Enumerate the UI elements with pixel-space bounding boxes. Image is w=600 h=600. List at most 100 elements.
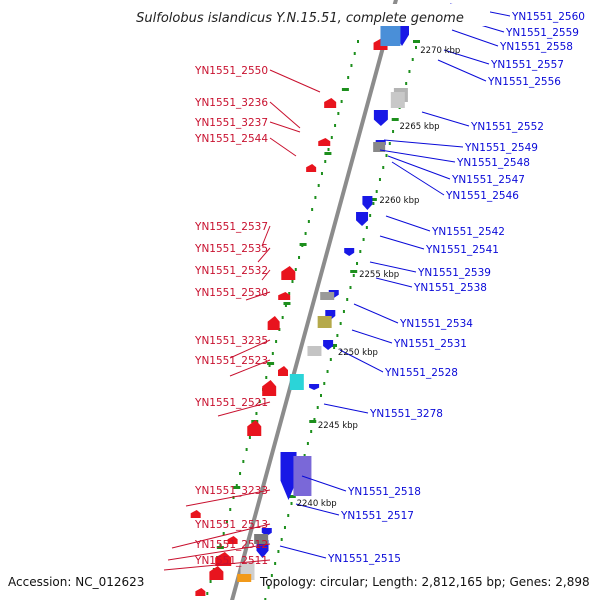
tick-dash bbox=[324, 152, 332, 155]
forward-gene-3 bbox=[306, 164, 317, 172]
tick-dot-right bbox=[313, 418, 316, 421]
leader-left bbox=[261, 269, 271, 281]
gene-label-right: YN1551_2534 bbox=[399, 318, 473, 330]
tick-dot-right bbox=[290, 502, 293, 505]
gene-label-left: YN1551_2511 bbox=[194, 555, 268, 567]
leader-right bbox=[379, 235, 425, 250]
leader-left bbox=[269, 101, 301, 129]
gene-label-right: YN1551_2546 bbox=[445, 190, 519, 202]
forward-gene-9 bbox=[247, 420, 262, 436]
tick-dot-left bbox=[350, 64, 353, 67]
tick-dot-left bbox=[275, 340, 278, 343]
leader-left bbox=[269, 69, 321, 93]
gene-label-right: YN1551_2558 bbox=[499, 41, 573, 53]
forward-gene-2 bbox=[318, 138, 331, 146]
tick-dot-right bbox=[415, 46, 417, 49]
gene-label-left: YN1551_2521 bbox=[194, 397, 268, 409]
forward-gene-11 bbox=[215, 552, 232, 566]
gene-label-right: YN1551_2557 bbox=[490, 59, 564, 71]
tick-dot-left bbox=[265, 376, 268, 379]
reverse-gene-3 bbox=[362, 196, 373, 210]
gene-label-left: YN1551_2544 bbox=[194, 133, 268, 145]
tick-dot-right bbox=[310, 430, 313, 433]
tick-dot-left bbox=[232, 496, 235, 499]
tick-dot-right bbox=[339, 322, 342, 325]
forward-gene-13 bbox=[195, 588, 206, 596]
gene-label-left: YN1551_2537 bbox=[194, 221, 268, 233]
tick-dot-left bbox=[206, 592, 209, 595]
kbp-label: 2250 kbp bbox=[338, 348, 378, 358]
tick-dot-right bbox=[346, 298, 349, 301]
leader-right bbox=[391, 161, 445, 196]
topology-text: Topology: circular; Length: 2,812,165 bp… bbox=[259, 575, 590, 589]
tick-dot-right bbox=[362, 238, 365, 241]
gene-label-right: YN1551_2542 bbox=[431, 226, 505, 238]
tick-dot-left bbox=[284, 304, 287, 307]
tick-dot-right bbox=[349, 286, 352, 289]
leader-right bbox=[353, 303, 399, 324]
tick-dot-left bbox=[317, 184, 320, 187]
tick-dot-left bbox=[229, 508, 232, 511]
tick-dot-right bbox=[365, 226, 368, 229]
gene-label-right: YN1551_2549 bbox=[464, 142, 538, 154]
forward-gene-5 bbox=[278, 292, 291, 300]
tick-dot-left bbox=[314, 196, 317, 199]
leader-left bbox=[163, 559, 271, 571]
leader-right bbox=[369, 261, 417, 273]
leader-right bbox=[383, 139, 464, 148]
leader-right bbox=[437, 59, 487, 82]
leader-left bbox=[167, 543, 271, 561]
tick-dot-left bbox=[245, 448, 248, 451]
tick-dot-right bbox=[392, 130, 395, 133]
other-feature-4 bbox=[317, 316, 332, 328]
leader-left bbox=[185, 489, 271, 507]
tick-dot-right bbox=[323, 382, 326, 385]
tick-dot-left bbox=[258, 400, 261, 403]
tick-dot-left bbox=[320, 172, 323, 175]
tick-dot-left bbox=[330, 136, 333, 139]
tick-dot-left bbox=[242, 460, 245, 463]
tick-dot-left bbox=[291, 280, 294, 283]
tick-dot-right bbox=[378, 178, 381, 181]
other-feature-1 bbox=[390, 92, 405, 108]
tick-dot-right bbox=[306, 442, 309, 445]
tick-dash bbox=[330, 344, 338, 347]
gene-labels: YN1551_2550 YN1551_3236 YN1551_3237 YN1551_… bbox=[194, 11, 585, 567]
tick-dash bbox=[288, 495, 296, 498]
tick-dot-right bbox=[336, 334, 339, 337]
forward-gene-10 bbox=[227, 536, 238, 544]
leader-right bbox=[443, 49, 490, 65]
gene-label-right: YN1551_2517 bbox=[340, 510, 414, 522]
other-feature-3 bbox=[320, 292, 335, 300]
tick-dash bbox=[299, 243, 307, 246]
leader-left bbox=[269, 121, 301, 133]
gene-label-right: YN1551_2539 bbox=[417, 267, 491, 279]
tick-dot-right bbox=[359, 250, 362, 253]
forward-gene-14 bbox=[190, 510, 201, 518]
tick-dash bbox=[233, 486, 241, 489]
tick-dot-left bbox=[347, 76, 350, 79]
tick-dot-right bbox=[329, 358, 332, 361]
tick-dot-right bbox=[274, 562, 277, 565]
leader-right bbox=[451, 29, 499, 47]
tick-dot-right bbox=[326, 370, 329, 373]
tick-dot-right bbox=[352, 274, 355, 277]
kbp-markers: 2270 kbp 2265 kbp 2260 kbp 2255 kbp 2250 kbp… bbox=[297, 46, 461, 509]
leader-left bbox=[245, 291, 271, 301]
tick-dot-right bbox=[277, 550, 280, 553]
tick-dot-right bbox=[408, 70, 411, 73]
tick-dot-right bbox=[342, 310, 345, 313]
kbp-label: 2255 kbp bbox=[359, 270, 399, 280]
tick-dot-right bbox=[280, 538, 283, 541]
leader-right bbox=[385, 215, 431, 232]
tick-dot-left bbox=[353, 52, 356, 55]
leader-left bbox=[217, 401, 271, 417]
tick-dot-left bbox=[357, 40, 359, 43]
tick-dot-left bbox=[235, 484, 238, 487]
gene-label-right: YN1551_2531 bbox=[393, 338, 467, 350]
reverse-gene-8 bbox=[323, 340, 334, 350]
forward-gene-12 bbox=[209, 566, 224, 580]
gene-label-left: YN1551_2532 bbox=[194, 265, 268, 277]
tick-dash bbox=[309, 420, 317, 423]
gene-label-right: YN1551_2515 bbox=[327, 553, 401, 565]
